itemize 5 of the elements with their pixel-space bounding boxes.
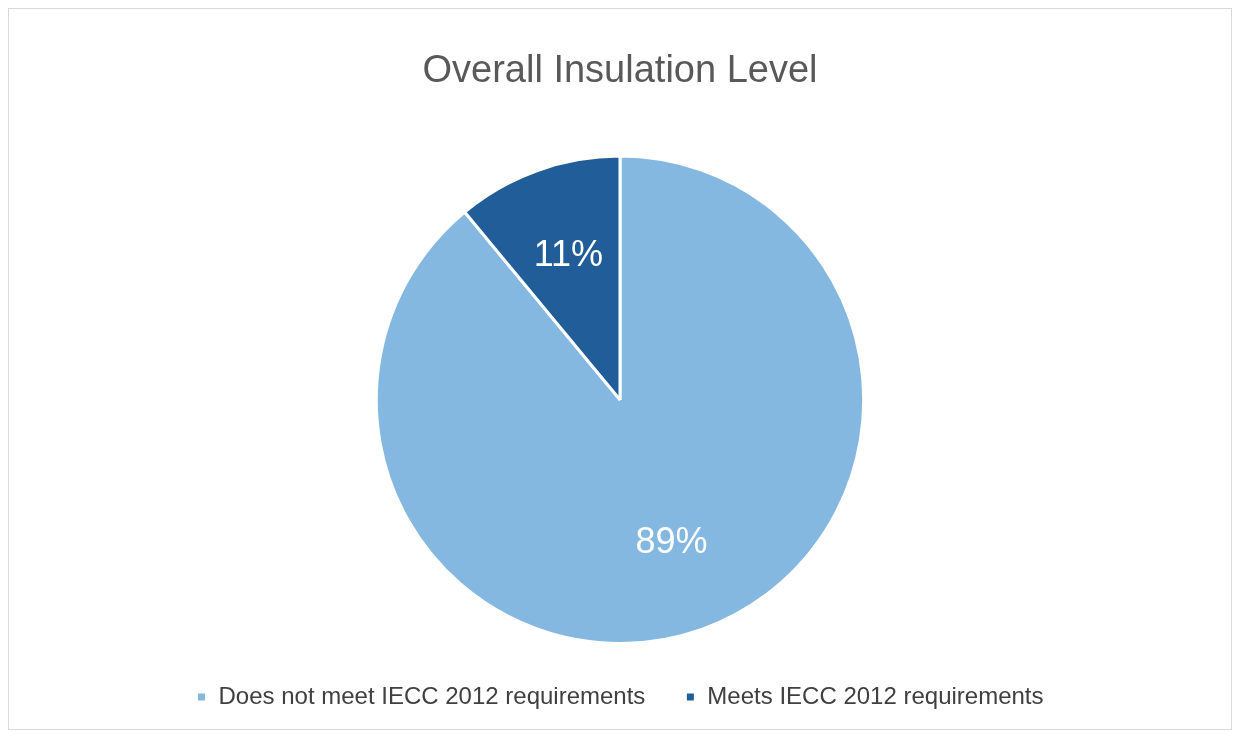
data-label: 11% (533, 233, 604, 275)
chart-title: Overall Insulation Level (422, 48, 818, 91)
data-label: 89% (635, 520, 708, 562)
legend-label: Does not meet IECC 2012 requirements (218, 681, 646, 709)
legend-label: Meets IECC 2012 requirements (707, 681, 1044, 709)
